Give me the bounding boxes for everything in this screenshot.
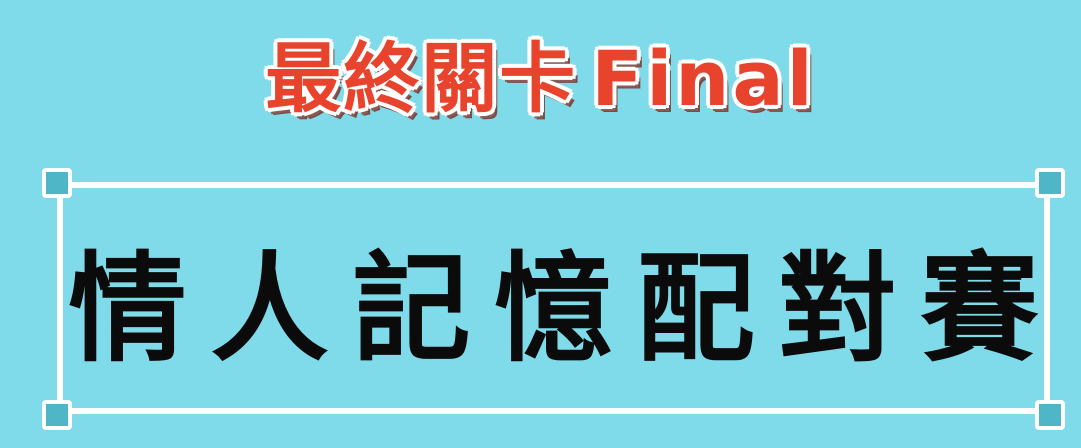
stage-title-en: Final xyxy=(590,33,816,124)
main-title: 情人記憶配對賽 xyxy=(68,239,1063,378)
stage-title-zh: 最終關卡 xyxy=(264,33,578,124)
title-frame xyxy=(57,182,1050,414)
frame-handle-top-right xyxy=(1035,168,1065,198)
frame-handle-bottom-right xyxy=(1035,400,1065,430)
frame-handle-bottom-left xyxy=(42,400,72,430)
stage-title: 最終關卡 Final xyxy=(0,33,1081,124)
frame-handle-top-left xyxy=(42,168,72,198)
